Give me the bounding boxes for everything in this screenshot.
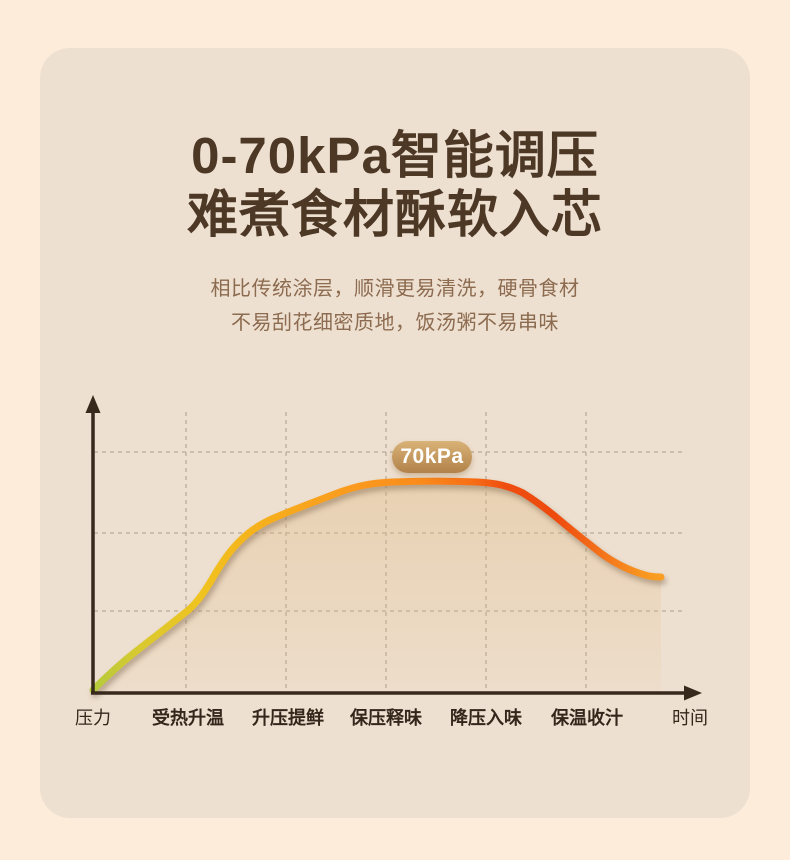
title-line-2: 难煮食材酥软入芯 <box>186 186 603 243</box>
stage-label-pressure-hold: 保压释味 <box>350 708 422 728</box>
peak-pressure-badge: 70kPa <box>392 441 472 473</box>
stage-label-pressure-release: 降压入味 <box>450 708 522 728</box>
page-subtitle: 相比传统涂层，顺滑更易清洗，硬骨食材 不易刮花细密质地，饭汤粥不易串味 <box>0 272 790 340</box>
stage-label-keep-warm: 保温收汁 <box>551 708 623 728</box>
x-axis-title: 时间 <box>672 708 708 728</box>
y-axis-title: 压力 <box>75 708 111 728</box>
stage-label-pressure-rise: 升压提鲜 <box>252 708 324 728</box>
page-title: 0-70kPa智能调压 难煮食材酥软入芯 <box>0 126 790 244</box>
title-line-1: 0-70kPa智能调压 <box>191 127 599 184</box>
stage-label-heating: 受热升温 <box>152 708 224 728</box>
subtitle-line-1: 相比传统涂层，顺滑更易清洗，硬骨食材 <box>210 278 580 300</box>
subtitle-line-2: 不易刮花细密质地，饭汤粥不易串味 <box>231 312 559 334</box>
